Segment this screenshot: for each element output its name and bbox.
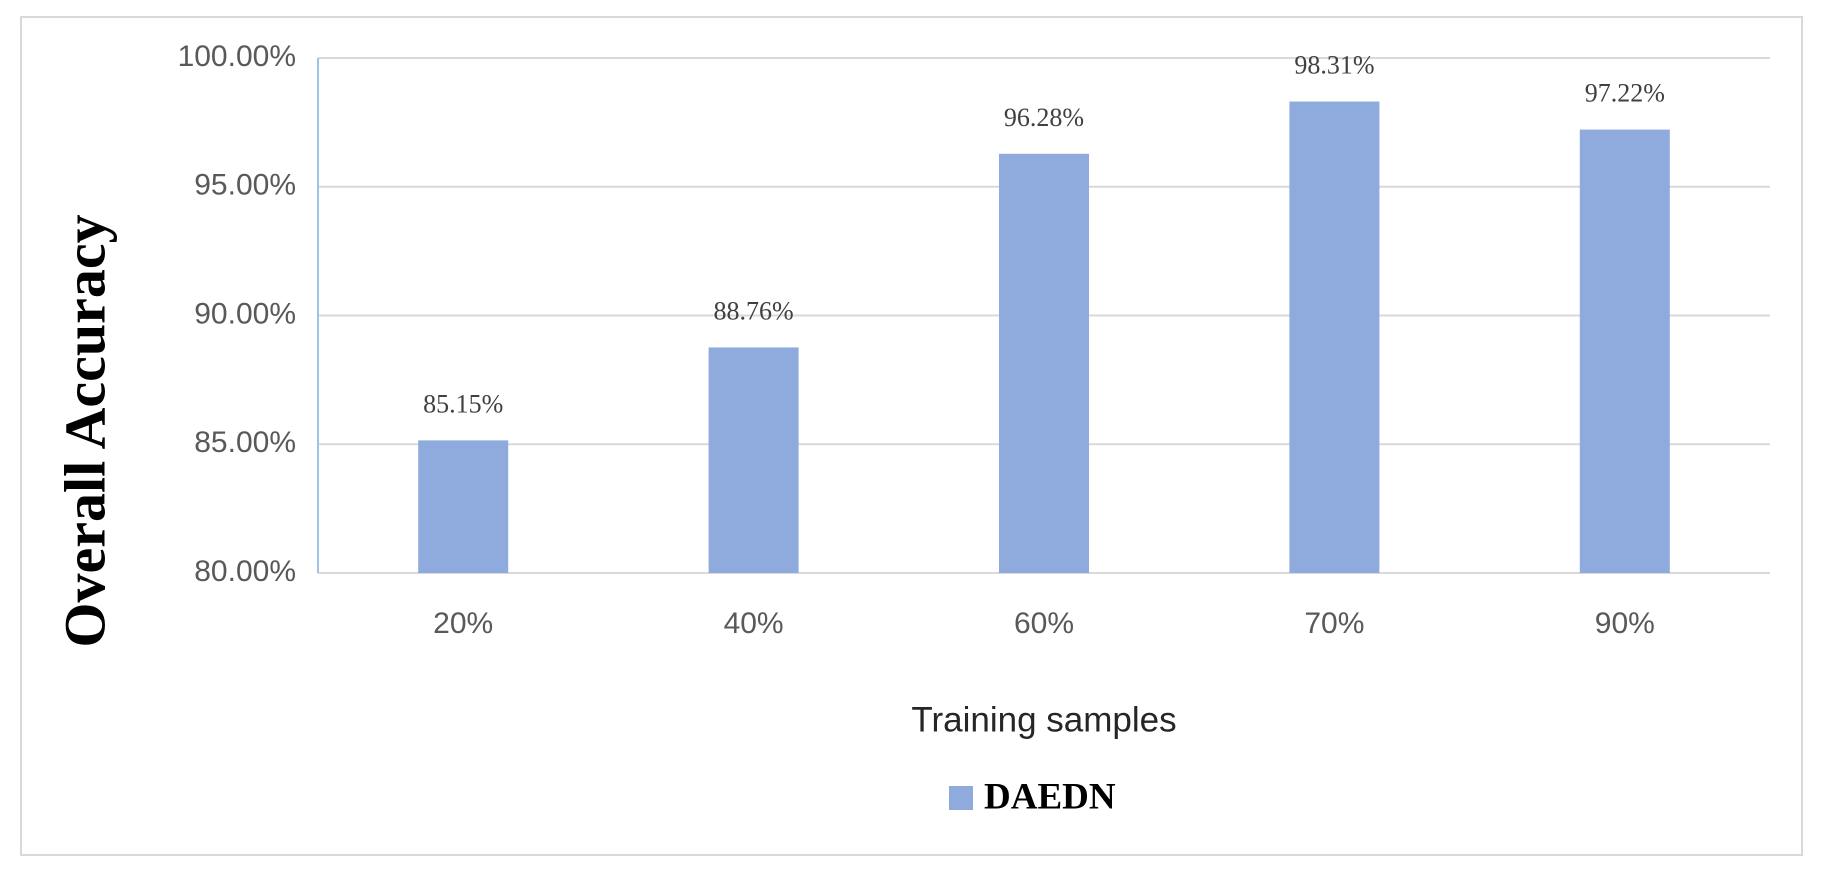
bar (1289, 101, 1380, 573)
x-tick-label: 40% (724, 607, 784, 640)
legend-swatch (949, 786, 973, 810)
y-tick-label: 80.00% (194, 555, 296, 588)
bar (418, 440, 509, 573)
y-tick-label: 90.00% (194, 297, 296, 330)
value-label: 85.15% (423, 389, 503, 418)
legend-label: DAEDN (984, 776, 1116, 817)
y-tick-label: 100.00% (178, 40, 296, 73)
x-tick-label: 90% (1595, 607, 1655, 640)
bar (708, 347, 799, 573)
value-label: 88.76% (714, 296, 794, 325)
value-label: 96.28% (1004, 103, 1084, 132)
value-label: 98.31% (1294, 50, 1374, 79)
value-label: 97.22% (1585, 79, 1665, 108)
x-axis-title: Training samples (911, 700, 1176, 739)
y-tick-label: 95.00% (194, 169, 296, 202)
x-tick-label: 70% (1304, 607, 1364, 640)
chart-border (20, 16, 1803, 856)
y-axis-title: Overall Accuracy (52, 214, 117, 647)
y-tick-label: 85.00% (194, 426, 296, 459)
x-tick-label: 20% (433, 607, 493, 640)
bar (1579, 129, 1670, 573)
bar (998, 153, 1090, 574)
x-tick-label: 60% (1014, 607, 1074, 640)
